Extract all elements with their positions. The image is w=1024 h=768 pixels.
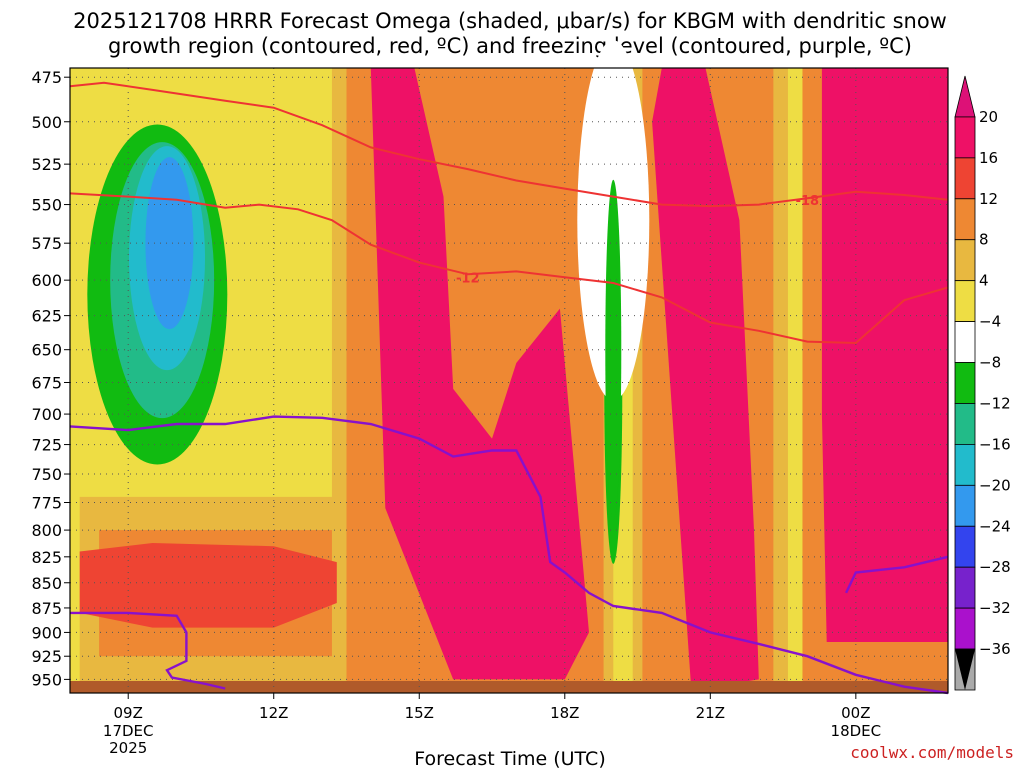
y-tick-label: 825 bbox=[31, 548, 62, 567]
colorbar-label: −28 bbox=[979, 558, 1011, 576]
colorbar-label: −16 bbox=[979, 435, 1011, 453]
x-tick-label: 15Z bbox=[405, 704, 434, 722]
colorbar-swatch bbox=[954, 525, 976, 568]
colorbar-label: −4 bbox=[979, 313, 1001, 331]
y-tick-label: 600 bbox=[31, 271, 62, 290]
y-tick-label: 725 bbox=[31, 436, 62, 455]
omega-blob-midday-subsidence bbox=[356, 68, 589, 680]
x-tick-label: 09Z bbox=[114, 704, 143, 722]
title-line-2: growth region (contoured, red, ºC) and f… bbox=[108, 34, 912, 58]
x-tick-label: 12Z bbox=[259, 704, 288, 722]
y-tick-label: 925 bbox=[31, 647, 62, 666]
colorbar-swatch bbox=[954, 157, 976, 200]
colorbar-swatch bbox=[954, 566, 976, 609]
dgz-contour--18 bbox=[69, 81, 949, 208]
y-tick-label: 650 bbox=[31, 341, 62, 360]
y-tick-label: 750 bbox=[31, 465, 62, 484]
x-tick-label: 00Z bbox=[841, 704, 870, 722]
plot-frame bbox=[69, 67, 949, 694]
grid-lines bbox=[70, 68, 948, 693]
colorbar-top-arrow bbox=[954, 75, 976, 118]
colorbar-label: 4 bbox=[979, 272, 989, 290]
dgz-contours bbox=[69, 81, 949, 345]
plot-area: -18 -12 bbox=[69, 40, 949, 695]
dgz-contour--12 bbox=[69, 192, 949, 345]
colorbar-swatch bbox=[954, 280, 976, 322]
colorbar-label: −20 bbox=[979, 476, 1011, 494]
colorbar-bottom-arrow bbox=[955, 649, 975, 690]
y-tick-label: 500 bbox=[31, 113, 62, 132]
colorbar-swatch bbox=[954, 403, 976, 445]
colorbar-label: 20 bbox=[979, 108, 998, 126]
x-tick-year: 2025 bbox=[109, 739, 147, 757]
omega-uplift-streak-core bbox=[605, 179, 622, 520]
y-tick-label: 625 bbox=[31, 307, 62, 326]
x-tick-date: 17DEC bbox=[103, 722, 154, 740]
colorbar-label: −12 bbox=[979, 394, 1011, 412]
colorbar-swatch bbox=[954, 198, 976, 241]
colorbar-label: −36 bbox=[979, 640, 1011, 658]
y-tick-label: 900 bbox=[31, 623, 62, 642]
colorbar-swatch bbox=[954, 321, 976, 363]
y-tick-label: 700 bbox=[31, 405, 62, 424]
y-tick-label: 675 bbox=[31, 373, 62, 392]
x-tick-label: 18Z bbox=[550, 704, 579, 722]
colorbar-label: 8 bbox=[979, 231, 989, 249]
colorbar-swatch bbox=[954, 239, 976, 282]
contour-label: -12 bbox=[456, 271, 480, 286]
colorbar-swatch bbox=[954, 484, 976, 527]
y-tick-label: 775 bbox=[31, 494, 62, 513]
colorbar: 20 16 12 8 4 −4 −8 −12 −16 −20 −24 −28 −32 −36 bbox=[954, 75, 1011, 691]
colorbar-label: −8 bbox=[979, 354, 1001, 372]
freezing-level-lower bbox=[70, 611, 226, 690]
omega-shading bbox=[70, 40, 948, 693]
omega-uplift-core bbox=[145, 157, 194, 330]
y-tick-label: 850 bbox=[31, 574, 62, 593]
colorbar-label: 16 bbox=[979, 149, 998, 167]
ground-surface bbox=[70, 681, 948, 693]
y-tick-label: 875 bbox=[31, 599, 62, 618]
title-line-1: 2025121708 HRRR Forecast Omega (shaded, … bbox=[73, 9, 947, 33]
y-tick-label: 475 bbox=[31, 68, 62, 87]
freezing-level-upper bbox=[69, 415, 949, 695]
x-tick-date: 18DEC bbox=[831, 722, 882, 740]
colorbar-swatch bbox=[954, 362, 976, 404]
omega-blob-afternoon-subsidence bbox=[652, 68, 759, 684]
colorbar-label: −32 bbox=[979, 599, 1011, 617]
y-tick-label: 950 bbox=[31, 670, 62, 689]
omega-blob-evening-subsidence bbox=[821, 68, 948, 642]
colorbar-swatch bbox=[954, 443, 976, 486]
colorbar-swatch bbox=[954, 116, 976, 159]
colorbar-swatch bbox=[954, 607, 976, 650]
x-tick-label: 21Z bbox=[696, 704, 725, 722]
freezing-level-late-branch bbox=[845, 555, 949, 594]
y-tick-label: 575 bbox=[31, 234, 62, 253]
y-axis: 475 500 525 550 575 600 625 650 675 700 725 750 775 8… bbox=[31, 68, 70, 689]
y-tick-label: 800 bbox=[31, 521, 62, 540]
y-tick-label: 550 bbox=[31, 196, 62, 215]
x-axis-label: Forecast Time (UTC) bbox=[414, 748, 605, 768]
colorbar-label: −24 bbox=[979, 517, 1011, 535]
contour-label: -18 bbox=[796, 194, 820, 209]
omega-blob-low-level-subsidence bbox=[79, 543, 337, 628]
credit-text: coolwx.com/models bbox=[850, 743, 1014, 762]
colorbar-label: 12 bbox=[979, 190, 998, 208]
freezing-level-contours bbox=[69, 415, 949, 695]
y-tick-label: 525 bbox=[31, 155, 62, 174]
